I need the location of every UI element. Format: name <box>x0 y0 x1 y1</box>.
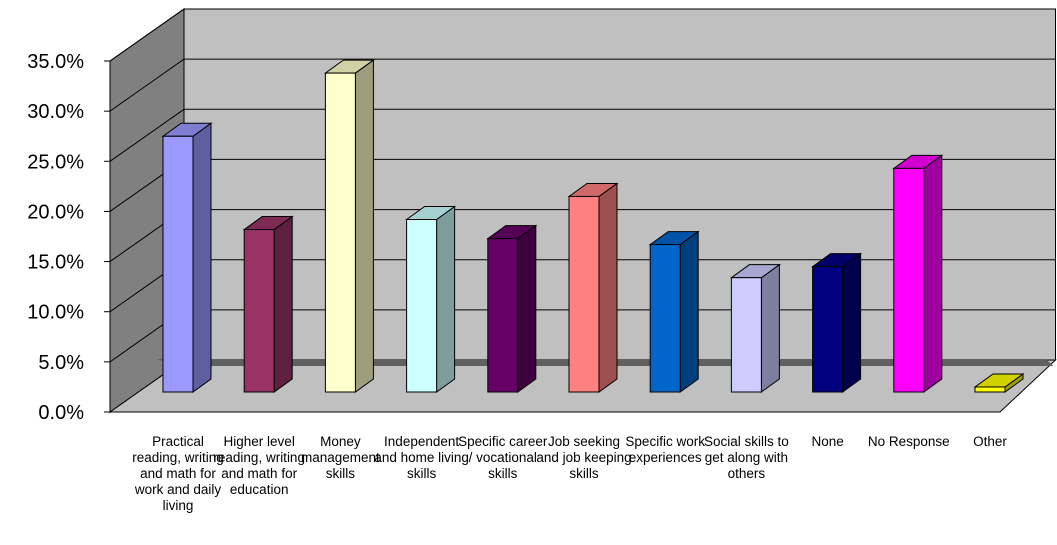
bar-front <box>974 386 1006 393</box>
x-tick-label: Higher level reading, writing and math f… <box>213 434 305 497</box>
bar-side <box>842 252 862 393</box>
bar <box>486 224 538 393</box>
y-tick-label: 10.0% <box>27 302 84 324</box>
bar <box>892 154 944 393</box>
y-tick-label: 35.0% <box>27 51 84 73</box>
x-tick-label: Specific work experiences <box>625 434 705 465</box>
bar-front <box>406 219 438 393</box>
bars <box>161 59 1025 393</box>
bar-front <box>162 135 194 393</box>
bar-side <box>273 215 293 393</box>
x-tick-label: Practical reading, writing and math for … <box>132 434 224 513</box>
gridline <box>109 58 1056 112</box>
bar-side <box>354 59 374 393</box>
bar-front <box>243 229 275 393</box>
bar-side <box>679 230 699 393</box>
bar-front <box>812 266 844 393</box>
bar-front <box>649 244 681 393</box>
bar <box>648 230 700 393</box>
bar <box>242 215 294 393</box>
gridline <box>109 108 1056 162</box>
bar-front <box>893 167 925 393</box>
x-tick-label: Job seeking and job keeping skills <box>536 434 632 481</box>
bar-side <box>760 263 780 393</box>
bar <box>405 205 457 393</box>
x-tick-label: None <box>811 434 844 449</box>
y-tick-label: 0.0% <box>38 402 84 424</box>
bar-side <box>598 182 618 393</box>
bar-side <box>517 224 537 393</box>
bar <box>161 122 213 393</box>
x-tick-label: Social skills to get along with others <box>704 434 789 481</box>
y-tick-label: 20.0% <box>27 201 84 223</box>
bar <box>729 263 781 393</box>
bar <box>811 252 863 393</box>
bar-front <box>568 195 600 393</box>
bar-front <box>730 277 762 393</box>
y-tick-label: 5.0% <box>38 352 84 374</box>
x-tick-label: Other <box>973 434 1007 449</box>
bar-front <box>487 238 519 393</box>
x-tick-label: No Response <box>867 434 950 449</box>
y-tick-label: 25.0% <box>27 151 84 173</box>
bar-side <box>436 205 456 393</box>
bar-front <box>324 72 356 393</box>
bar <box>973 373 1025 393</box>
x-tick-label: Money management skills <box>300 434 380 481</box>
bar <box>323 59 375 393</box>
bar <box>567 182 619 393</box>
y-tick-label: 30.0% <box>27 101 84 123</box>
bar-side <box>192 122 212 393</box>
y-tick-label: 15.0% <box>27 252 84 274</box>
gridline <box>109 8 1056 62</box>
x-tick-label: Independent and home living skills <box>374 434 469 481</box>
y-axis-ticks: 0.0% 5.0% 10.0% 15.0% 20.0% 25.0% 30.0% 35.0% <box>27 51 111 424</box>
bar-side <box>923 154 943 393</box>
x-tick-label: Specific career / vocational skills <box>458 434 548 481</box>
